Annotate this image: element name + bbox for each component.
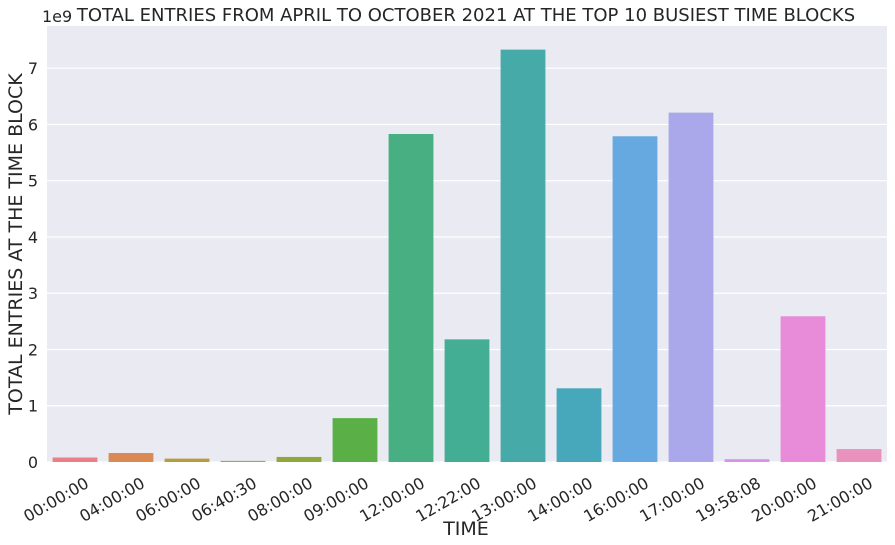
y-tick-label: 4	[28, 228, 38, 247]
y-tick-labels: 0 1 2 3 4 5 6 7	[28, 59, 38, 472]
y-tick-label: 2	[28, 340, 38, 359]
bar-12-00-00	[388, 134, 434, 462]
y-tick-label: 5	[28, 172, 38, 191]
x-axis-title: TIME	[442, 518, 489, 540]
bar-19-58-08	[724, 459, 770, 462]
bar-16-00-00	[612, 136, 658, 462]
bar-09-00-00	[332, 418, 378, 462]
bar-06-40-30	[220, 460, 266, 462]
bar-17-00-00	[668, 112, 714, 462]
y-tick-label: 3	[28, 284, 38, 303]
y-axis-title: TOTAL ENTRIES AT THE TIME BLOCK	[5, 73, 27, 416]
y-tick-label: 0	[28, 453, 38, 472]
bar-20-00-00	[780, 316, 826, 462]
bar-06-00-00	[164, 458, 210, 462]
bar-00-00-00	[52, 457, 98, 462]
y-axis-offset-label: 1e9	[42, 7, 72, 26]
bar-04-00-00	[108, 452, 154, 462]
bars	[52, 49, 882, 462]
chart-title: TOTAL ENTRIES FROM APRIL TO OCTOBER 2021…	[76, 5, 855, 26]
bar-08-00-00	[276, 456, 322, 462]
y-tick-label: 1	[28, 397, 38, 416]
y-tick-label: 6	[28, 115, 38, 134]
bar-14-00-00	[556, 388, 602, 462]
bar-21-00-00	[836, 449, 882, 462]
bar-12-22-00	[444, 339, 490, 462]
y-tick-label: 7	[28, 59, 38, 78]
bar-13-00-00	[500, 49, 546, 462]
